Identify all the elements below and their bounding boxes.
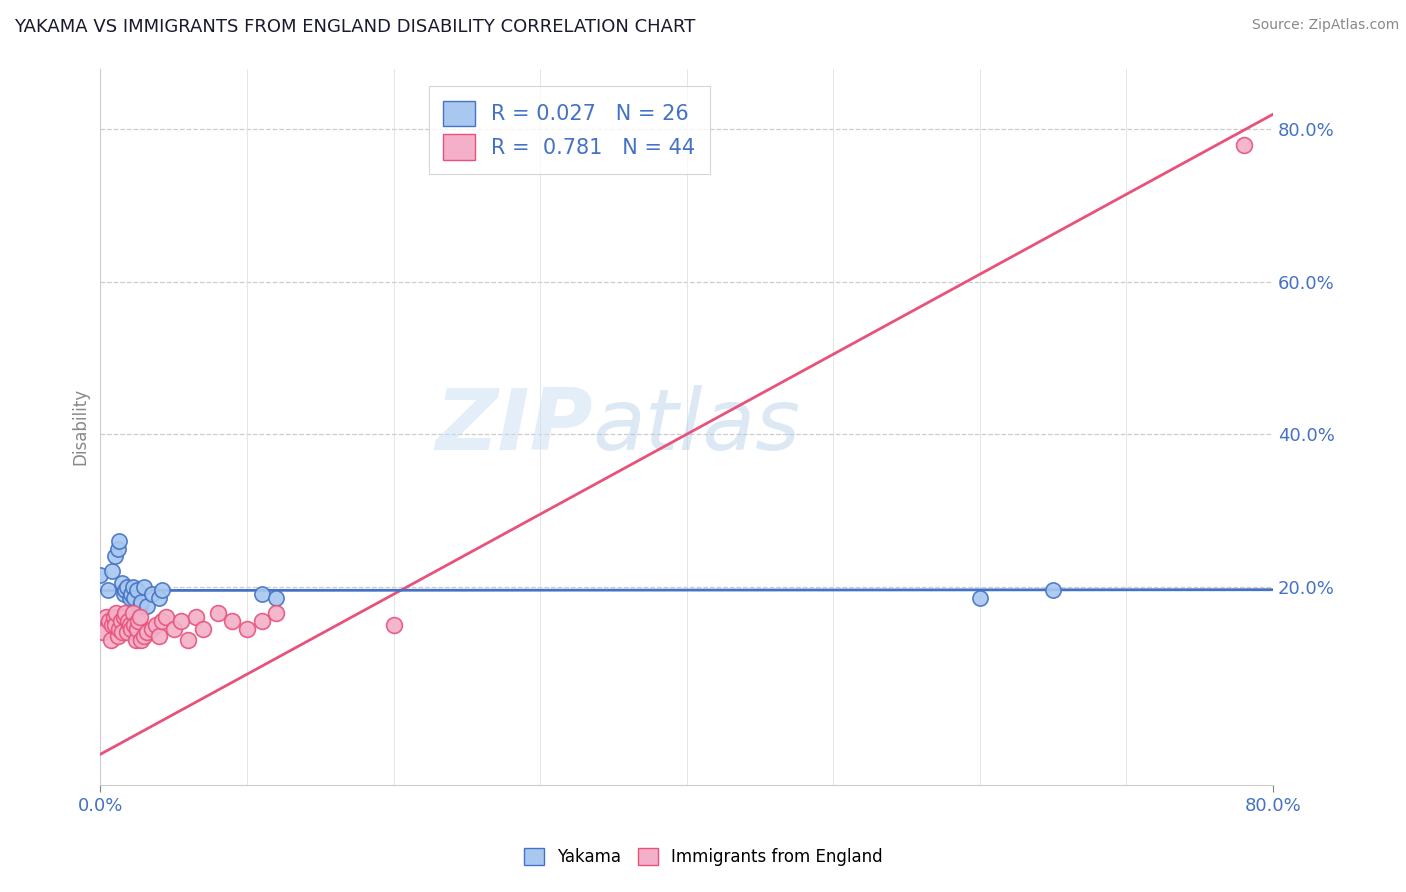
Point <box>98 614 121 628</box>
Point <box>177 632 200 647</box>
Point <box>107 629 129 643</box>
Point <box>112 610 135 624</box>
Point <box>103 610 125 624</box>
Point <box>100 632 122 647</box>
Point <box>108 622 131 636</box>
Text: YAKAMA VS IMMIGRANTS FROM ENGLAND DISABILITY CORRELATION CHART: YAKAMA VS IMMIGRANTS FROM ENGLAND DISABI… <box>14 18 696 36</box>
Point <box>97 583 120 598</box>
Point <box>148 591 170 605</box>
Point <box>141 587 163 601</box>
Point <box>117 614 139 628</box>
Point <box>250 614 273 628</box>
Point <box>134 629 156 643</box>
Point <box>91 625 114 640</box>
Point <box>101 565 124 579</box>
Point <box>121 580 143 594</box>
Point <box>155 610 177 624</box>
Point <box>107 541 129 556</box>
Point <box>118 617 141 632</box>
Point <box>221 614 243 628</box>
Point <box>122 591 145 605</box>
Point <box>264 607 287 621</box>
Point <box>163 622 186 636</box>
Point <box>1233 137 1256 152</box>
Point <box>124 632 146 647</box>
Point <box>184 610 207 624</box>
Text: ZIP: ZIP <box>436 385 593 468</box>
Point <box>131 595 153 609</box>
Point <box>89 568 111 582</box>
Point <box>125 622 148 636</box>
Point <box>104 617 127 632</box>
Point <box>136 599 159 613</box>
Point <box>108 533 131 548</box>
Point <box>1042 583 1064 598</box>
Point <box>115 625 138 640</box>
Point <box>114 607 136 621</box>
Point <box>111 625 134 640</box>
Legend: Yakama, Immigrants from England: Yakama, Immigrants from England <box>515 840 891 875</box>
Point <box>969 591 991 605</box>
Point <box>120 587 142 601</box>
Point <box>191 622 214 636</box>
Point <box>129 610 152 624</box>
Point <box>131 632 153 647</box>
Legend: R = 0.027   N = 26, R =  0.781   N = 44: R = 0.027 N = 26, R = 0.781 N = 44 <box>429 87 710 175</box>
Point <box>136 625 159 640</box>
Point <box>207 607 229 621</box>
Point <box>150 614 173 628</box>
Point <box>96 610 118 624</box>
Point <box>145 617 167 632</box>
Text: atlas: atlas <box>593 385 801 468</box>
Text: Source: ZipAtlas.com: Source: ZipAtlas.com <box>1251 18 1399 32</box>
Point <box>141 622 163 636</box>
Point <box>104 549 127 564</box>
Point <box>382 617 405 632</box>
Point <box>111 575 134 590</box>
Point <box>120 622 142 636</box>
Y-axis label: Disability: Disability <box>72 388 89 466</box>
Point <box>250 587 273 601</box>
Point <box>236 622 259 636</box>
Point <box>105 607 128 621</box>
Point <box>150 583 173 598</box>
Point <box>122 617 145 632</box>
Point <box>125 583 148 598</box>
Point <box>110 614 132 628</box>
Point <box>118 591 141 605</box>
Point <box>264 591 287 605</box>
Point <box>114 583 136 598</box>
Point <box>134 580 156 594</box>
Point <box>148 629 170 643</box>
Point <box>170 614 193 628</box>
Point <box>112 587 135 601</box>
Point <box>121 607 143 621</box>
Point <box>101 617 124 632</box>
Point <box>129 599 152 613</box>
Point <box>115 580 138 594</box>
Point <box>127 614 149 628</box>
